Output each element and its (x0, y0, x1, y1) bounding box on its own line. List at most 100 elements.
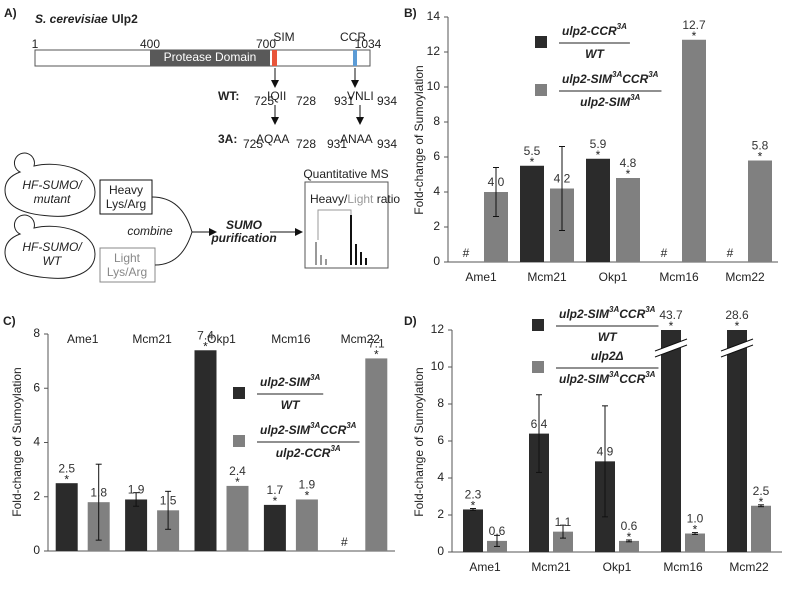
ratio-part: Light (347, 192, 374, 206)
significance-marker: * (374, 348, 379, 362)
x-tick-label: Ame1 (469, 560, 501, 574)
y-tick-label: 0 (433, 254, 440, 268)
x-tick-label: Mcm21 (527, 270, 567, 284)
value-label: 2.5 (753, 484, 770, 498)
y-tick-label: 12 (427, 44, 441, 58)
x-tick-label: Mcm21 (531, 560, 571, 574)
significance-marker: * (305, 489, 310, 503)
value-label: 1.9 (299, 478, 316, 492)
x-tick-label: Mcm16 (271, 332, 311, 346)
bar (553, 531, 573, 552)
sequence: ANAA (340, 132, 373, 146)
value-label: 1.5 (160, 493, 177, 507)
panel-label: B) (404, 6, 417, 20)
strain-label: mutant (34, 192, 71, 206)
value-label: 5.8 (752, 139, 769, 153)
legend-text-part: WT (281, 398, 301, 412)
significance-marker: * (669, 319, 674, 333)
value-label: 4.2 (554, 172, 571, 186)
chart: D) 0 2 4 6 8 10 12 Fold-change of Sumoylation Ame… (404, 305, 782, 574)
heavy-label: Lys/Arg (106, 197, 146, 211)
legend-text-part: 3A (648, 70, 658, 79)
legend-text-part: 3A (645, 370, 655, 379)
value-label: 1.7 (267, 483, 284, 497)
bar (751, 505, 771, 552)
significance-marker: * (693, 523, 698, 537)
protein-title: S. cerevisiae Ulp2 (35, 12, 138, 26)
cell (4, 152, 96, 217)
value-label: 1.8 (90, 485, 107, 499)
legend-denominator: WT (585, 47, 605, 61)
residue-sub: 728 (296, 137, 316, 151)
legend-text-part: 3A (645, 305, 655, 314)
legend-text-part: ulp2-SIM (580, 95, 631, 109)
value-label: 1.9 (128, 483, 145, 497)
merge-line (151, 196, 193, 266)
x-tick-label: Mcm22 (725, 270, 765, 284)
residue-sub: 934 (377, 137, 397, 151)
legend-swatch (535, 36, 547, 48)
bar (727, 330, 747, 552)
legend-numerator: ulp2-SIM3ACCR3A (562, 70, 659, 86)
y-tick-label: 2 (33, 489, 40, 503)
value-label: 6.4 (531, 417, 548, 431)
ratio-bracket (317, 209, 352, 240)
residue-sub: 728 (296, 94, 316, 108)
residue-sub: 931 (327, 137, 347, 151)
significance-marker: * (64, 472, 69, 486)
combine-label: combine (127, 224, 173, 238)
x-tick-label: Okp1 (599, 270, 628, 284)
panel-label: C) (3, 314, 16, 328)
sequence: VNLI (347, 89, 374, 103)
panel-label: D) (404, 314, 417, 328)
bar (295, 499, 318, 551)
x-tick-label: Mcm21 (132, 332, 172, 346)
strain-label: WT (43, 254, 63, 268)
legend-swatch (535, 84, 547, 96)
strain-label: HF-SUMO/ (22, 178, 83, 192)
significance-marker: * (692, 29, 697, 43)
value-label: 28.6 (725, 308, 749, 322)
bar (194, 350, 217, 551)
axis-break (654, 339, 688, 357)
y-tick-label: 12 (431, 322, 445, 336)
missing-marker: # (463, 246, 470, 260)
bar (365, 358, 388, 551)
y-tick-label: 0 (33, 543, 40, 557)
legend-swatch (233, 435, 245, 447)
significance-marker: * (735, 319, 740, 333)
spectrum (315, 215, 367, 265)
legend-denominator: ulp2-SIM3ACCR3A (559, 370, 656, 386)
value-label: 1.0 (687, 512, 704, 526)
light-label: Light (114, 251, 141, 265)
legend-swatch (532, 319, 544, 331)
significance-marker: * (471, 499, 476, 513)
significance-marker: * (203, 339, 208, 353)
residue: 1 (32, 37, 39, 51)
bar (226, 485, 249, 551)
ccr-motif (353, 50, 357, 66)
legend-denominator: WT (598, 330, 618, 344)
chart: C) 0 2 4 6 8 Fold-change of Sumoylation Ame1 Mcm… (3, 314, 395, 557)
legend-text-part: 3A (346, 421, 356, 430)
value-label: 0.6 (489, 524, 506, 538)
bar (682, 39, 706, 262)
ratio-part: Heavy/ (310, 192, 348, 206)
x-tick-label: Mcm16 (663, 560, 703, 574)
y-tick-label: 10 (431, 359, 445, 373)
value-label: 2.3 (465, 488, 482, 502)
protease-domain (150, 50, 270, 66)
residue-sub: 931 (334, 94, 354, 108)
value-label: 1.1 (555, 515, 572, 529)
y-tick-label: 8 (33, 326, 40, 340)
y-axis-label: Fold-change of Sumoylation (10, 367, 24, 516)
x-tick-label: Okp1 (207, 332, 236, 346)
bar (157, 510, 180, 551)
value-label: 7.1 (368, 337, 385, 351)
y-tick-label: 14 (427, 9, 441, 23)
heavy-label: Heavy (109, 183, 143, 197)
significance-marker: * (627, 530, 632, 544)
bars (463, 330, 771, 552)
value-label: 2.5 (58, 461, 75, 475)
